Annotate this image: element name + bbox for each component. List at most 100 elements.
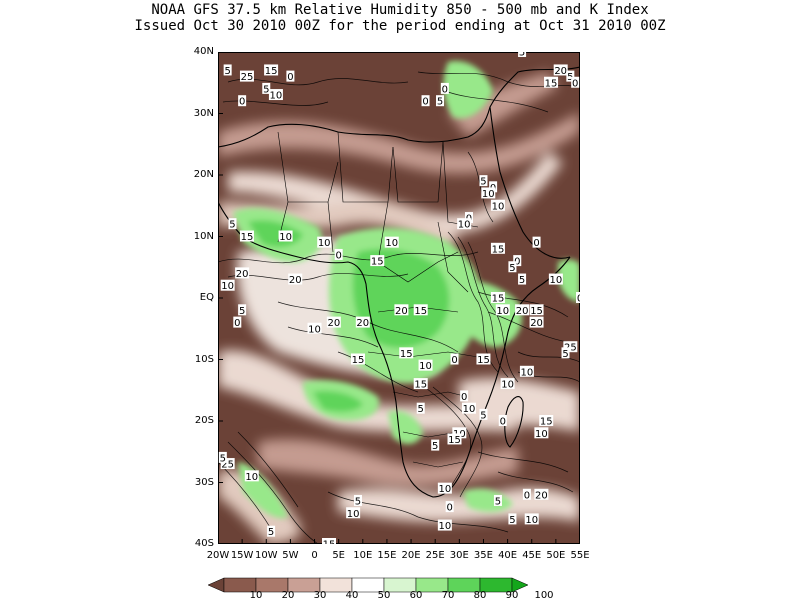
svg-text:5: 5 — [355, 496, 361, 507]
colorbar-label: 30 — [313, 590, 327, 601]
k-index-label: 5 — [267, 525, 276, 538]
svg-text:10: 10 — [221, 281, 234, 292]
lat-tick-label: 30S — [194, 476, 214, 488]
svg-text:0: 0 — [287, 72, 293, 83]
svg-text:10: 10 — [458, 220, 471, 231]
svg-text:20: 20 — [516, 306, 529, 317]
k-index-label: 10 — [220, 279, 235, 292]
k-index-label: 10 — [534, 427, 549, 440]
k-index-label: 10 — [524, 513, 539, 526]
chart-title-line2: Issued Oct 30 2010 00Z for the period en… — [134, 18, 666, 34]
svg-text:15: 15 — [530, 306, 543, 317]
lon-tick-label: 35E — [473, 550, 493, 561]
k-index-label: 5 — [223, 64, 232, 77]
k-index-label: 10 — [346, 507, 361, 520]
lat-tick-label: 20N — [193, 169, 214, 180]
k-index-label: 10 — [418, 359, 433, 372]
svg-text:10: 10 — [438, 521, 451, 532]
k-index-label: 15 — [322, 538, 337, 544]
k-index-label: 10 — [457, 218, 472, 231]
k-index-label: 5 — [353, 494, 362, 507]
k-index-label: 0 — [498, 415, 507, 428]
svg-text:5: 5 — [509, 263, 515, 274]
k-index-label: 0 — [571, 76, 580, 89]
lat-tick-label: 10S — [194, 353, 214, 365]
svg-text:0: 0 — [442, 84, 448, 95]
lon-tick-label: 50E — [546, 550, 566, 561]
k-index-label: 15 — [350, 353, 365, 366]
svg-text:15: 15 — [540, 417, 553, 428]
k-index-label: 5 — [561, 347, 570, 360]
svg-text:5: 5 — [432, 441, 438, 452]
lon-tick-label: 40E — [498, 550, 518, 561]
lon-tick-label: 45E — [522, 550, 542, 561]
colorbar-label: 40 — [345, 590, 359, 601]
k-index-label: 0 — [233, 316, 242, 329]
svg-text:10: 10 — [279, 232, 292, 243]
colorbar-label: 80 — [473, 590, 487, 601]
svg-text:5: 5 — [229, 220, 235, 231]
k-index-label: 5 — [566, 70, 575, 83]
svg-text:10: 10 — [463, 404, 476, 415]
svg-text:0: 0 — [234, 318, 240, 329]
k-index-label: 5 — [262, 82, 271, 95]
svg-text:10: 10 — [419, 361, 432, 372]
k-index-label: 20 — [529, 316, 544, 329]
lat-tick-label: 20S — [194, 415, 214, 426]
k-index-label: 5 — [238, 304, 247, 317]
humidity-map: 5251505100050520155050101001001551510101… — [218, 52, 580, 544]
svg-text:10: 10 — [245, 472, 258, 483]
k-index-label: 5 — [416, 402, 425, 415]
svg-text:20: 20 — [356, 318, 369, 329]
k-index-label: 5 — [228, 218, 237, 231]
k-index-label: 0 — [334, 248, 343, 261]
k-index-label: 15 — [399, 347, 414, 360]
k-index-label: 0 — [460, 390, 469, 403]
svg-text:10: 10 — [347, 509, 360, 520]
svg-text:5: 5 — [224, 66, 230, 77]
k-index-contours — [218, 71, 580, 544]
lat-tick-label: 40S — [194, 538, 214, 549]
k-index-label: 5 — [493, 494, 502, 507]
svg-text:5: 5 — [509, 515, 515, 526]
k-index-label: 10 — [481, 187, 496, 200]
svg-text:0: 0 — [500, 417, 506, 428]
k-index-label: 20 — [515, 304, 530, 317]
k-index-label: 20 — [235, 267, 250, 280]
wet-zones — [233, 61, 580, 518]
svg-text:5: 5 — [263, 84, 269, 95]
svg-text:15: 15 — [241, 232, 254, 243]
k-index-label: 10 — [437, 482, 452, 495]
k-index-label: 20 — [326, 316, 341, 329]
k-index-label: 20 — [394, 304, 409, 317]
k-index-label: 20 — [355, 316, 370, 329]
lon-tick-label: 5E — [332, 550, 345, 561]
k-index-label: 5 — [508, 513, 517, 526]
k-index-label: 10 — [278, 230, 293, 243]
svg-text:0: 0 — [446, 503, 452, 514]
svg-text:0: 0 — [451, 355, 457, 366]
k-index-label: 0 — [450, 353, 459, 366]
k-index-label: 0 — [421, 95, 430, 108]
svg-text:20: 20 — [395, 306, 408, 317]
colorbar-legend — [207, 577, 529, 593]
lon-tick-label: 10W — [254, 550, 278, 561]
k-index-label: 20 — [553, 64, 568, 77]
k-index-label: 10 — [461, 402, 476, 415]
svg-text:0: 0 — [461, 392, 467, 403]
colorbar-label: 60 — [409, 590, 423, 601]
k-index-label: 0 — [522, 488, 531, 501]
k-index-label: 15 — [490, 242, 505, 255]
colorbar-label: 90 — [505, 590, 519, 601]
k-index-label: 5 — [479, 408, 488, 421]
svg-text:0: 0 — [577, 294, 580, 305]
svg-text:10: 10 — [521, 367, 534, 378]
k-index-label: 10 — [307, 322, 322, 335]
svg-text:0: 0 — [335, 250, 341, 261]
svg-text:15: 15 — [371, 257, 384, 268]
k-index-label: 10 — [384, 236, 399, 249]
k-index-label: 25 — [239, 70, 254, 83]
k-index-label: 5 — [479, 175, 488, 188]
k-index-label: 25 — [220, 458, 235, 471]
svg-text:0: 0 — [524, 490, 530, 501]
